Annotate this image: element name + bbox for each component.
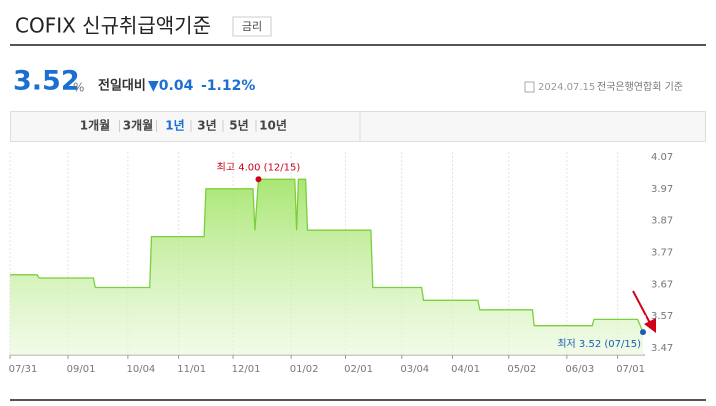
date: 2024.07.15 bbox=[538, 82, 595, 93]
tab[interactable]: 5년 bbox=[229, 119, 248, 133]
x-tick-label: 07/31 bbox=[9, 364, 38, 375]
tab-bar bbox=[10, 111, 706, 142]
y-tick-label: 3.97 bbox=[651, 184, 673, 195]
x-tick-label: 06/03 bbox=[565, 364, 594, 375]
arrow-line bbox=[632, 290, 652, 326]
source: 전국은행연합회 기준 bbox=[597, 81, 683, 93]
x-tick-label: 04/01 bbox=[451, 364, 480, 375]
calendar-icon bbox=[524, 81, 535, 93]
y-tick-label: 3.47 bbox=[651, 343, 673, 354]
x-tick-label: 01/02 bbox=[290, 364, 319, 375]
x-tick-label: 10/04 bbox=[126, 364, 155, 375]
tab[interactable]: 3년 bbox=[197, 119, 216, 133]
x-tick-label: 11/01 bbox=[177, 364, 206, 375]
arrow-head bbox=[644, 318, 656, 333]
line bbox=[10, 178, 644, 333]
marker bbox=[640, 329, 646, 336]
x-tick-label: 12/01 bbox=[232, 364, 261, 375]
x-tick-label: 05/02 bbox=[507, 364, 536, 375]
change-pct: -1.12% bbox=[201, 78, 255, 94]
y-tick-label: 3.67 bbox=[651, 279, 673, 290]
y-tick-label: 3.87 bbox=[651, 216, 673, 227]
annotation: 최저 3.52 (07/15) bbox=[557, 338, 641, 350]
tab[interactable]: 3개월 bbox=[123, 118, 153, 133]
y-tick-label: 3.77 bbox=[651, 248, 673, 259]
title: COFIX 신규취급액기준 bbox=[15, 14, 211, 38]
y-tick-label: 4.07 bbox=[651, 152, 673, 163]
x-tick-label: 09/01 bbox=[67, 364, 96, 375]
badge-box bbox=[232, 16, 272, 37]
quote-unit: % bbox=[73, 81, 84, 95]
change: ▼0.04 bbox=[148, 78, 194, 94]
x-tick-label: 07/01 bbox=[616, 364, 645, 375]
quote-value: 3.52 bbox=[13, 66, 80, 97]
marker bbox=[255, 176, 262, 183]
area bbox=[10, 179, 643, 355]
tab[interactable]: 1년 bbox=[165, 119, 184, 133]
tab[interactable]: 1개월 bbox=[80, 118, 110, 133]
x-tick-label: 02/01 bbox=[344, 364, 373, 375]
annotation: 최고 4.00 (12/15) bbox=[217, 161, 301, 173]
badge: 금리 bbox=[242, 20, 262, 33]
change-label: 전일대비 bbox=[98, 78, 146, 94]
x-tick-label: 03/04 bbox=[400, 364, 429, 375]
tab[interactable]: 10년 bbox=[259, 119, 287, 133]
y-tick-label: 3.57 bbox=[651, 311, 673, 322]
